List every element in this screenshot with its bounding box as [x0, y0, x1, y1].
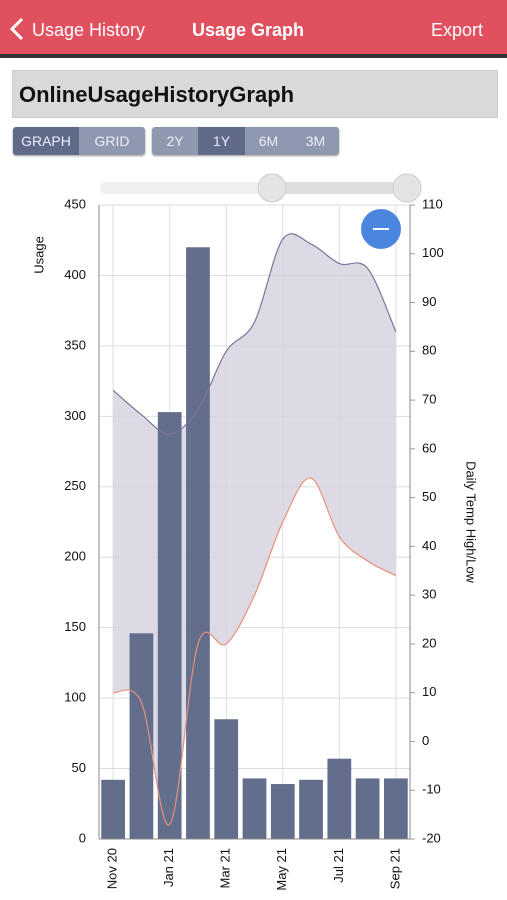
- bar: [129, 633, 154, 839]
- y-tick-label: 300: [64, 408, 86, 423]
- y-tick-label: 450: [64, 196, 86, 211]
- x-tick-label: Sep 21: [387, 848, 402, 889]
- bar: [214, 719, 239, 839]
- range-toggle: 2Y 1Y 6M 3M: [152, 127, 339, 155]
- temp-line: [112, 233, 397, 435]
- y-tick-label: 200: [64, 549, 86, 564]
- page-title: OnlineUsageHistoryGraph: [12, 70, 498, 118]
- zoom-out-button[interactable]: [361, 209, 401, 249]
- temp-line: [112, 477, 397, 826]
- grid: [99, 204, 410, 840]
- y2-tick-label: 100: [422, 245, 444, 260]
- y2-tick-label: 40: [422, 538, 436, 553]
- bar: [186, 247, 210, 839]
- y-tick-label: 150: [64, 619, 86, 634]
- x-tick-label: May 21: [274, 848, 289, 891]
- y2-tick-label: 110: [422, 196, 443, 211]
- y-tick-label: 50: [72, 760, 86, 775]
- back-button[interactable]: Usage History: [32, 20, 146, 40]
- y2-tick-label: 50: [422, 489, 436, 504]
- range-button[interactable]: 2Y: [152, 127, 198, 155]
- x-tick-label: Jan 21: [161, 848, 176, 887]
- y2-tick-label: -20: [422, 830, 441, 845]
- bar: [101, 779, 126, 839]
- bar: [355, 778, 380, 839]
- y2-tick-label: 0: [422, 733, 429, 748]
- y2-tick-label: 60: [422, 440, 436, 455]
- y-tick-label: 0: [79, 830, 86, 845]
- view-button[interactable]: GRID: [79, 127, 145, 155]
- bar: [242, 778, 267, 839]
- view-toggle: GRAPH GRID: [13, 127, 145, 155]
- slider-track: [100, 182, 410, 194]
- bar: [270, 784, 295, 839]
- slider-range: [272, 182, 407, 194]
- back-chevron[interactable]: [6, 15, 30, 45]
- y2-axis-label: Daily Temp High/Low: [464, 461, 479, 583]
- slider-handle[interactable]: [257, 173, 287, 203]
- view-button[interactable]: GRAPH: [13, 127, 79, 155]
- range-button[interactable]: 6M: [245, 127, 292, 155]
- bar: [383, 778, 408, 839]
- y-tick-label: 250: [64, 478, 86, 493]
- bar: [327, 758, 352, 839]
- header-title: Usage Graph: [192, 20, 305, 40]
- slider-handle[interactable]: [392, 173, 422, 203]
- bar: [157, 412, 182, 839]
- y-tick-label: 100: [64, 690, 86, 705]
- x-tick-label: Mar 21: [218, 848, 233, 888]
- header: Usage History Usage Graph Export: [0, 0, 507, 58]
- temp-band: [113, 233, 396, 825]
- y2-tick-label: 10: [422, 684, 436, 699]
- x-tick-label: Nov 20: [105, 848, 120, 889]
- y2-tick-label: 20: [422, 635, 436, 650]
- export-button[interactable]: Export: [431, 20, 484, 40]
- bar: [299, 779, 323, 839]
- y2-tick-label: 90: [422, 294, 436, 309]
- x-tick-label: Jul 21: [331, 848, 346, 883]
- y-axis-label: Usage: [31, 236, 46, 274]
- range-button[interactable]: 1Y: [198, 127, 245, 155]
- y2-tick-label: 70: [422, 392, 436, 407]
- y2-tick-label: -10: [422, 782, 441, 797]
- y2-tick-label: 80: [422, 343, 436, 358]
- range-button[interactable]: 3M: [292, 127, 339, 155]
- y-tick-label: 350: [64, 337, 86, 352]
- y-tick-label: 400: [64, 267, 86, 282]
- y2-tick-label: 30: [422, 587, 436, 602]
